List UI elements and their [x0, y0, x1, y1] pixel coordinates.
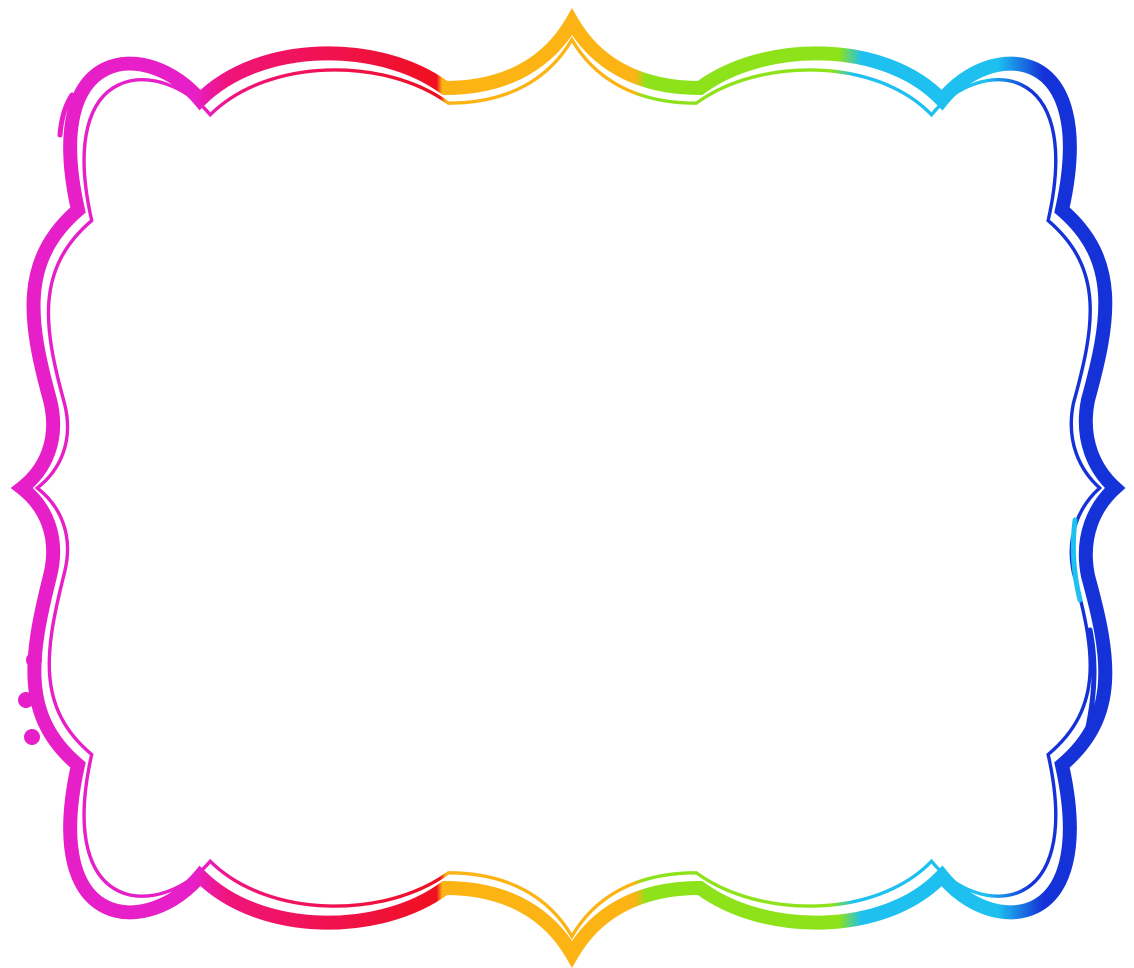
outer-border — [22, 22, 1115, 954]
decorative-dot — [26, 652, 42, 668]
decorative-dots — [18, 652, 42, 745]
dash-top-left — [57, 92, 75, 138]
dash-right — [1070, 517, 1083, 603]
decorative-dashes — [57, 59, 1097, 743]
decorative-dot — [24, 729, 40, 745]
dash-right-2 — [1082, 627, 1097, 743]
decorative-dot — [18, 692, 34, 708]
dash-top-left-2 — [92, 59, 133, 78]
inner-border — [35, 38, 1102, 938]
